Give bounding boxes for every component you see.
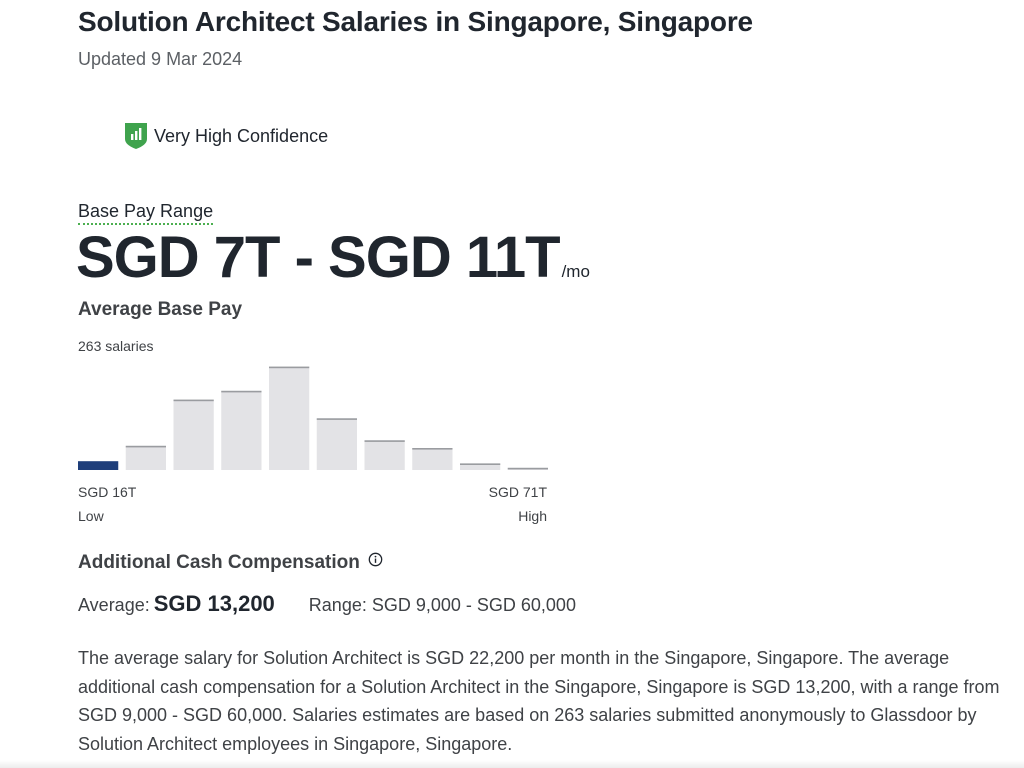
histogram-bar — [221, 390, 262, 470]
histogram-low-label: Low — [78, 508, 104, 524]
additional-cash-values: Average: SGD 13,200 Range: SGD 9,000 - S… — [78, 591, 576, 617]
average-base-pay-heading: Average Base Pay — [78, 299, 243, 320]
additional-cash-heading: Additional Cash Compensation — [78, 552, 383, 574]
salary-histogram — [78, 366, 548, 470]
histogram-high-value: SGD 71T — [488, 484, 547, 500]
histogram-bar — [125, 445, 166, 470]
histogram-low-value: SGD 16T — [78, 484, 137, 500]
histogram-bar — [364, 440, 405, 470]
page-title: Solution Architect Salaries in Singapore… — [78, 6, 753, 37]
salary-summary: The average salary for Solution Architec… — [78, 648, 1000, 754]
bottom-divider — [0, 760, 1024, 768]
pay-period: /mo — [561, 262, 590, 281]
cash-average-label: Average: — [78, 595, 150, 615]
additional-cash-heading-text: Additional Cash Compensation — [78, 552, 360, 573]
histogram-bar — [173, 399, 214, 470]
histogram-bar — [78, 461, 119, 470]
histogram-bar — [269, 366, 310, 470]
info-icon[interactable] — [368, 552, 383, 567]
salaries-count: 263 salaries — [78, 338, 154, 354]
base-pay-range-value: SGD 7T - SGD 11T — [76, 225, 561, 290]
shield-bars-icon — [125, 123, 147, 149]
histogram-bar — [460, 463, 501, 470]
cash-average-value: SGD 13,200 — [153, 591, 275, 616]
updated-date: Updated 9 Mar 2024 — [78, 49, 243, 69]
histogram-bar — [507, 467, 548, 470]
histogram-bar — [316, 418, 357, 470]
histogram-bar — [412, 448, 453, 470]
confidence-label: Very High Confidence — [154, 125, 329, 146]
cash-range: Range: SGD 9,000 - SGD 60,000 — [308, 595, 576, 615]
base-pay-range: SGD 7T - SGD 11T /mo — [76, 224, 590, 291]
confidence-badge: Very High Confidence — [124, 122, 328, 150]
histogram-high-label: High — [518, 508, 547, 524]
base-pay-range-label[interactable]: Base Pay Range — [78, 201, 214, 225]
